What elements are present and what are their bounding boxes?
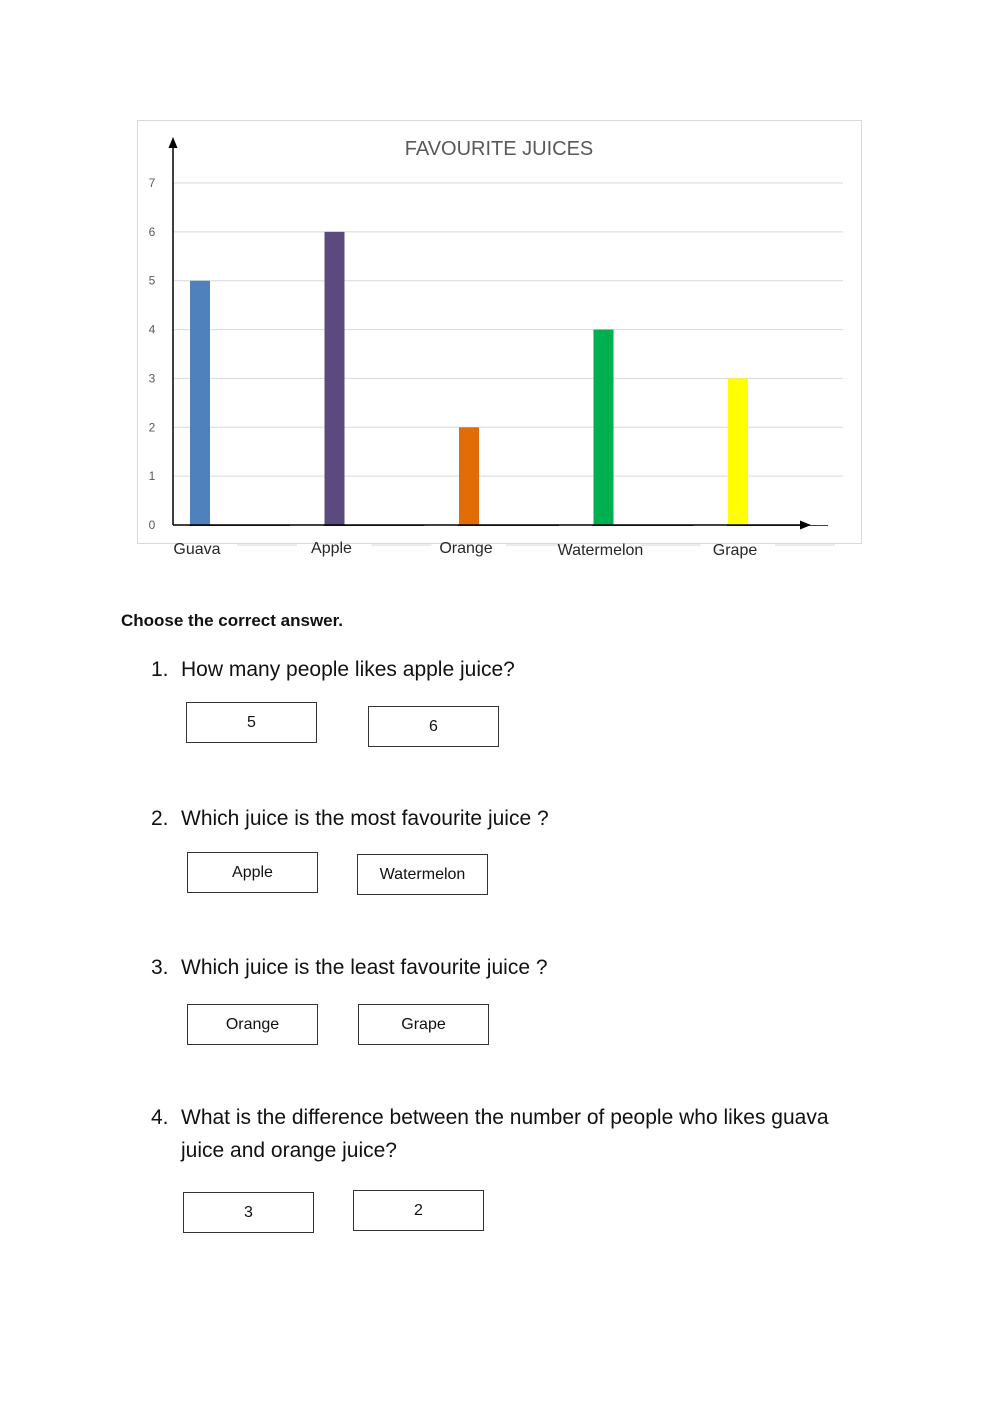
question-text: How many people likes apple juice? (181, 658, 515, 681)
y-tick-labels: 0 1 2 3 4 5 6 7 (149, 176, 156, 532)
question-number: 3. (151, 956, 169, 979)
y-tick-label: 0 (149, 518, 156, 532)
x-axis-arrowhead (800, 520, 811, 530)
question-number: 1. (151, 658, 169, 681)
question-1: 1. How many people likes apple juice? (151, 653, 871, 686)
gridlines (173, 182, 843, 477)
favourite-juices-chart: 0 1 2 3 4 5 6 7 Guava Apple Orange Watermelon Grape… (0, 0, 1000, 600)
bars (190, 231, 748, 525)
question-4: 4. What is the difference between the nu… (151, 1101, 871, 1167)
question-text: What is the difference between the numbe… (181, 1106, 829, 1162)
question-2: 2. Which juice is the most favourite jui… (151, 802, 871, 835)
bar-watermelon (593, 329, 614, 525)
x-tick-label: Guava (173, 541, 220, 558)
x-tick-label: Watermelon (558, 542, 644, 559)
answer-option[interactable]: Apple (187, 852, 318, 893)
answer-option[interactable]: 5 (186, 702, 317, 743)
question-number: 2. (151, 807, 169, 830)
x-tick-label: Orange (439, 540, 492, 557)
question-text: Which juice is the least favourite juice… (181, 956, 548, 979)
y-tick-label: 2 (149, 420, 156, 434)
bar-chart: 0 1 2 3 4 5 6 7 Guava Apple Orange Watermelon Grape… (137, 120, 862, 559)
answer-option[interactable]: Watermelon (357, 854, 488, 895)
answer-option[interactable]: 2 (353, 1190, 484, 1231)
x-tick-label: Grape (713, 542, 758, 559)
answer-option[interactable]: 6 (368, 706, 499, 747)
chart-title: FAVOURITE JUICES (405, 138, 594, 160)
y-tick-label: 5 (149, 274, 156, 288)
answer-option[interactable]: Grape (358, 1004, 489, 1045)
y-tick-label: 7 (149, 176, 156, 190)
instructions: Choose the correct answer. (121, 611, 344, 630)
bar-grape (728, 378, 748, 525)
question-text: Which juice is the most favourite juice … (181, 807, 549, 830)
question-number: 4. (151, 1106, 169, 1129)
bar-apple (324, 231, 345, 525)
y-axis-arrowhead (168, 137, 178, 148)
y-tick-label: 6 (149, 225, 156, 239)
y-tick-label: 4 (149, 323, 156, 337)
x-tick-label: Apple (311, 540, 352, 557)
y-tick-label: 1 (149, 469, 156, 483)
bar-orange (459, 427, 479, 525)
answer-option[interactable]: Orange (187, 1004, 318, 1045)
x-tick-labels: Guava Apple Orange Watermelon Grape (173, 540, 835, 559)
y-tick-label: 3 (149, 371, 156, 385)
question-3: 3. Which juice is the least favourite ju… (151, 951, 871, 984)
chart-border (137, 120, 862, 544)
answer-option[interactable]: 3 (183, 1192, 314, 1233)
bar-guava (190, 280, 210, 525)
